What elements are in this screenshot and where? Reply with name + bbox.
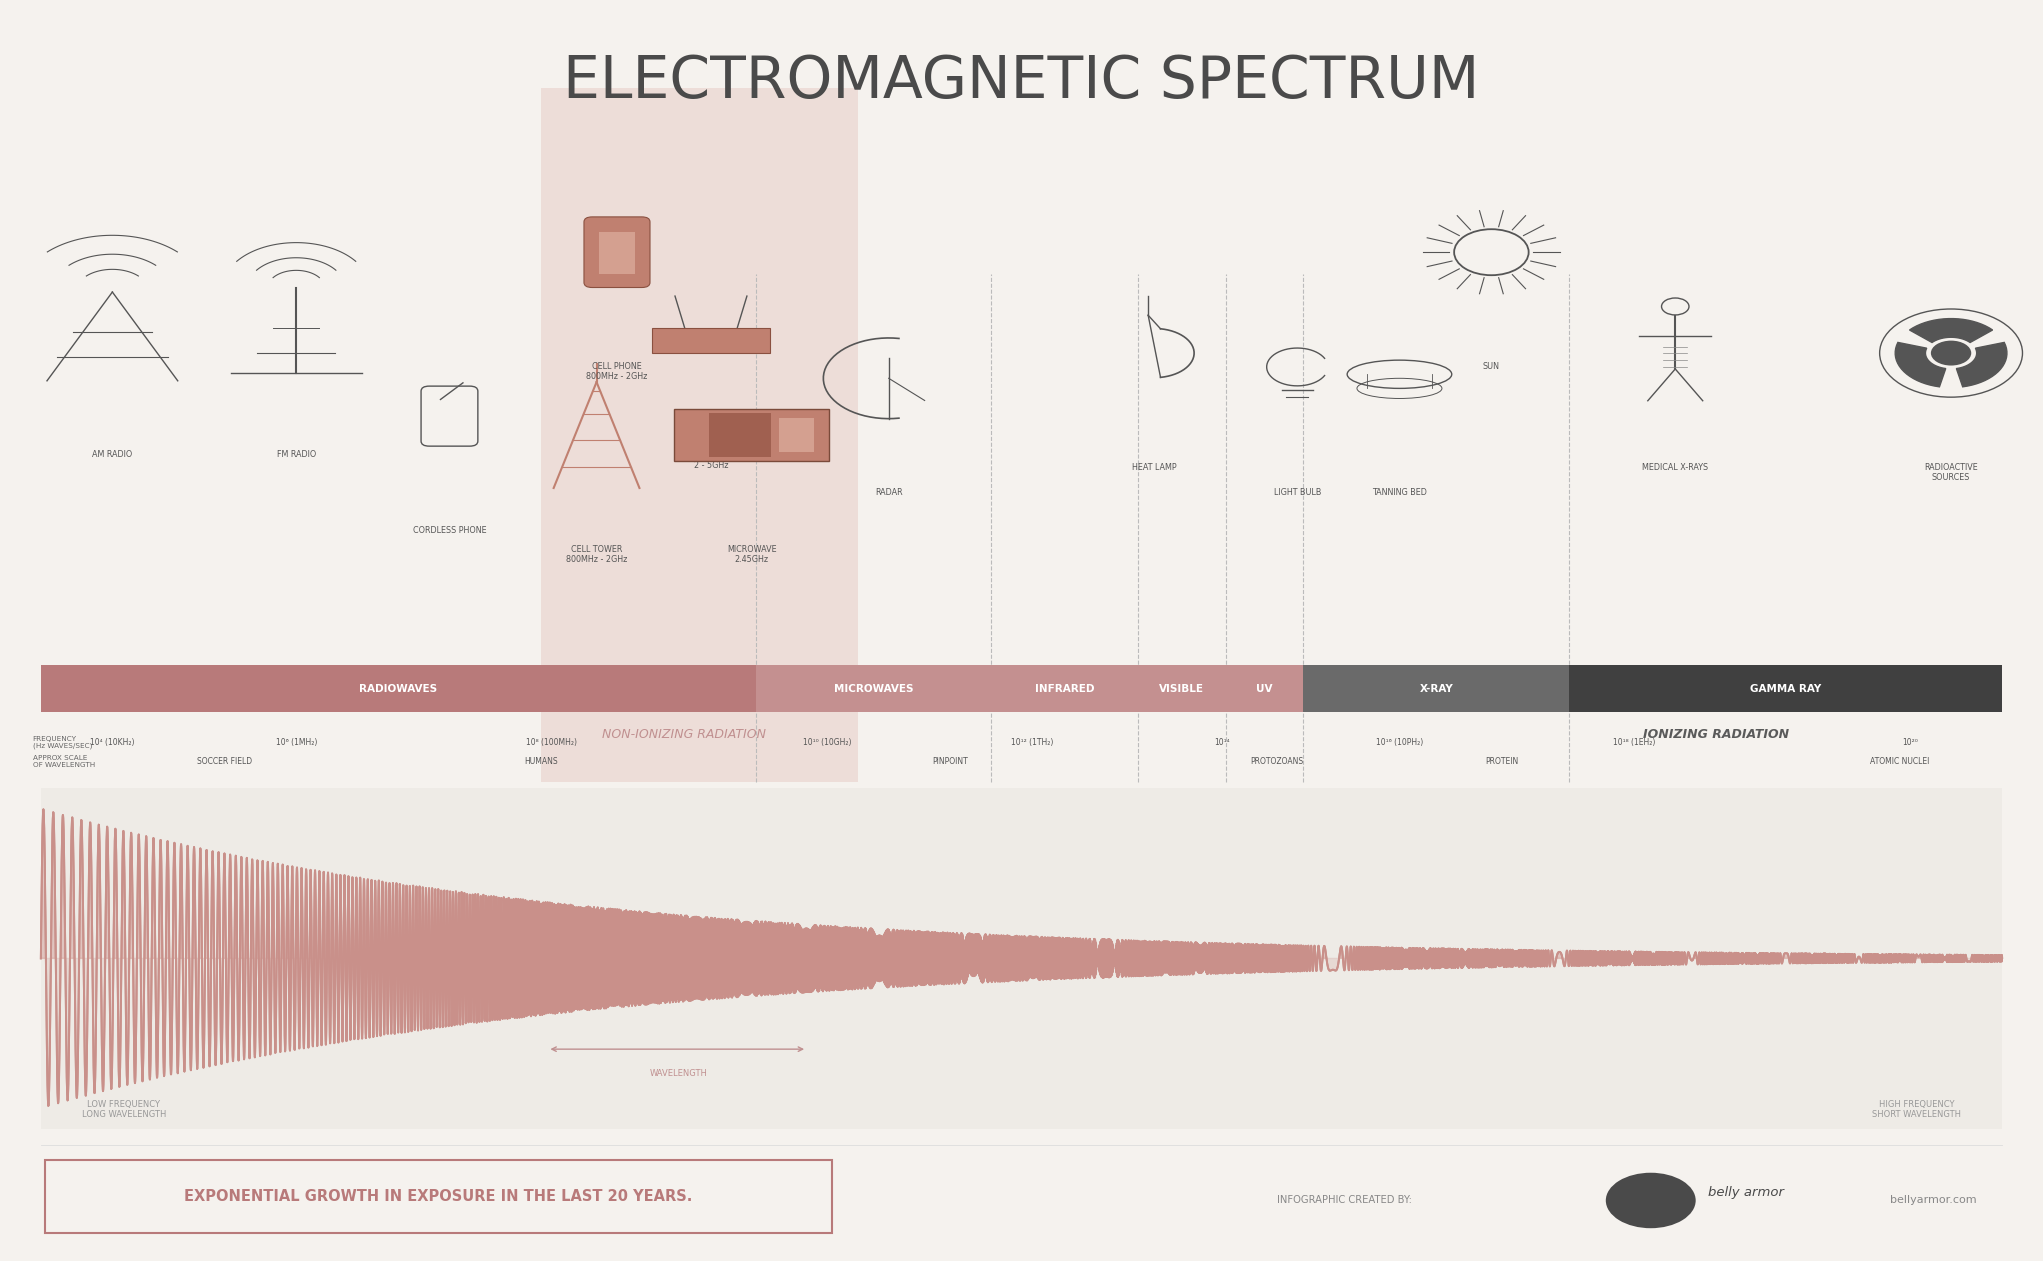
Text: AM RADIO: AM RADIO [92,450,133,459]
Text: INFOGRAPHIC CREATED BY:: INFOGRAPHIC CREATED BY: [1277,1195,1412,1206]
Circle shape [1931,340,1971,366]
Text: 10⁸ (100MH₂): 10⁸ (100MH₂) [527,738,576,748]
Text: 10⁶ (1MH₂): 10⁶ (1MH₂) [276,738,317,748]
Text: PINPOINT: PINPOINT [932,757,968,767]
Text: HIGH FREQUENCY
SHORT WAVELENGTH: HIGH FREQUENCY SHORT WAVELENGTH [1871,1100,1961,1119]
Text: CELL PHONE
800MHz - 2GHz: CELL PHONE 800MHz - 2GHz [586,362,648,381]
Text: X-RAY: X-RAY [1420,683,1453,694]
Text: CELL TOWER
800MHz - 2GHz: CELL TOWER 800MHz - 2GHz [566,545,627,564]
Text: WI-FI ROUTER
2 - 5GHz: WI-FI ROUTER 2 - 5GHz [682,450,740,469]
Text: bellyarmor.com: bellyarmor.com [1890,1195,1976,1206]
Text: 10¹⁸ (1EH₂): 10¹⁸ (1EH₂) [1614,738,1655,748]
Bar [1226,665,1303,712]
Bar [1569,665,2002,712]
Text: WAVELENGTH: WAVELENGTH [650,1069,707,1078]
Text: 10¹⁰ (10GH₂): 10¹⁰ (10GH₂) [803,738,852,748]
Polygon shape [1957,343,2006,387]
Text: ELECTROMAGNETIC SPECTRUM: ELECTROMAGNETIC SPECTRUM [564,53,1479,111]
Bar [778,419,813,451]
Text: RADIOACTIVE
SOURCES: RADIOACTIVE SOURCES [1925,463,1978,482]
Bar [709,414,770,456]
Text: MICROWAVE
2.45GHz: MICROWAVE 2.45GHz [727,545,776,564]
Text: MEDICAL X-RAYS: MEDICAL X-RAYS [1643,463,1708,472]
Text: GAMMA RAY: GAMMA RAY [1751,683,1820,694]
Text: APPROX SCALE
OF WAVELENGTH: APPROX SCALE OF WAVELENGTH [33,755,94,768]
Bar [1138,665,1226,712]
Polygon shape [1896,343,1945,387]
Text: HEAT LAMP: HEAT LAMP [1132,463,1177,472]
Bar [41,788,2002,1129]
Text: RADIOWAVES: RADIOWAVES [360,683,437,694]
Text: 10¹⁴: 10¹⁴ [1214,738,1230,748]
Text: EXPONENTIAL GROWTH IN EXPOSURE IN THE LAST 20 YEARS.: EXPONENTIAL GROWTH IN EXPOSURE IN THE LA… [184,1189,693,1204]
Polygon shape [1910,319,1992,343]
Text: PROTEIN: PROTEIN [1485,757,1518,767]
Text: CORDLESS PHONE: CORDLESS PHONE [413,526,486,535]
Text: 10⁴ (10KH₂): 10⁴ (10KH₂) [90,738,135,748]
Text: INFRARED: INFRARED [1034,683,1095,694]
Text: UV: UV [1256,683,1273,694]
Bar [45,1160,832,1233]
Text: 10²⁰: 10²⁰ [1902,738,1918,748]
Bar [541,88,858,782]
Text: FM RADIO: FM RADIO [276,450,317,459]
Bar [1303,665,1569,712]
Text: RADAR: RADAR [874,488,903,497]
Text: SUN: SUN [1483,362,1500,371]
FancyBboxPatch shape [584,217,650,288]
Text: IONIZING RADIATION: IONIZING RADIATION [1643,728,1790,740]
Bar [756,665,991,712]
Bar [674,409,829,462]
Text: 10¹² (1TH₂): 10¹² (1TH₂) [1011,738,1052,748]
Text: HUMANS: HUMANS [525,757,558,767]
Text: 10¹⁶ (10PH₂): 10¹⁶ (10PH₂) [1375,738,1424,748]
Text: FREQUENCY
(Hz WAVES/SEC): FREQUENCY (Hz WAVES/SEC) [33,736,92,749]
Bar [41,665,756,712]
Circle shape [1606,1173,1696,1228]
Text: PROTOZOANS: PROTOZOANS [1250,757,1303,767]
Text: MICROWAVES: MICROWAVES [834,683,913,694]
Bar [652,328,770,353]
Bar [991,665,1138,712]
Text: ATOMIC NUCLEI: ATOMIC NUCLEI [1869,757,1931,767]
Bar [599,232,635,275]
Text: LIGHT BULB: LIGHT BULB [1273,488,1322,497]
Text: LOW FREQUENCY
LONG WAVELENGTH: LOW FREQUENCY LONG WAVELENGTH [82,1100,165,1119]
Text: belly armor: belly armor [1708,1187,1784,1199]
Text: NON-IONIZING RADIATION: NON-IONIZING RADIATION [603,728,766,740]
Text: SOCCER FIELD: SOCCER FIELD [198,757,251,767]
Text: VISIBLE: VISIBLE [1158,683,1205,694]
Text: TANNING BED: TANNING BED [1373,488,1426,497]
Text: B: B [1647,1194,1655,1207]
